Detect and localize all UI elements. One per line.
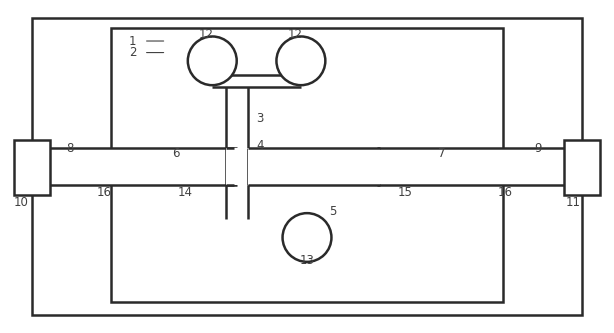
Text: 9: 9 (534, 142, 542, 155)
Text: 13: 13 (300, 254, 314, 267)
Bar (32, 148, 237, 185)
Text: 8: 8 (66, 142, 74, 155)
Bar (226, 148, 234, 185)
Bar (226, 87, 247, 148)
Bar (111, 28, 503, 302)
Text: 12: 12 (287, 28, 302, 41)
Bar (226, 148, 247, 185)
Text: 10: 10 (14, 196, 29, 209)
Text: 15: 15 (397, 186, 412, 199)
Bar (247, 148, 380, 185)
Bar (14, 140, 50, 194)
Text: 11: 11 (565, 196, 580, 209)
Text: 5: 5 (330, 204, 337, 217)
Text: 12: 12 (199, 28, 214, 41)
Text: 2: 2 (129, 46, 136, 59)
Bar (226, 185, 247, 219)
Text: 3: 3 (256, 112, 263, 125)
Bar (212, 75, 301, 87)
Text: 14: 14 (177, 186, 192, 199)
Text: 4: 4 (256, 139, 263, 152)
Ellipse shape (276, 37, 325, 85)
Ellipse shape (188, 37, 237, 85)
Text: 16: 16 (498, 186, 513, 199)
Text: 16: 16 (96, 186, 112, 199)
Bar (564, 140, 600, 194)
Text: 7: 7 (438, 147, 445, 160)
Text: 6: 6 (172, 147, 179, 160)
Bar (377, 148, 582, 185)
Text: 1: 1 (129, 35, 136, 48)
Ellipse shape (282, 213, 332, 262)
